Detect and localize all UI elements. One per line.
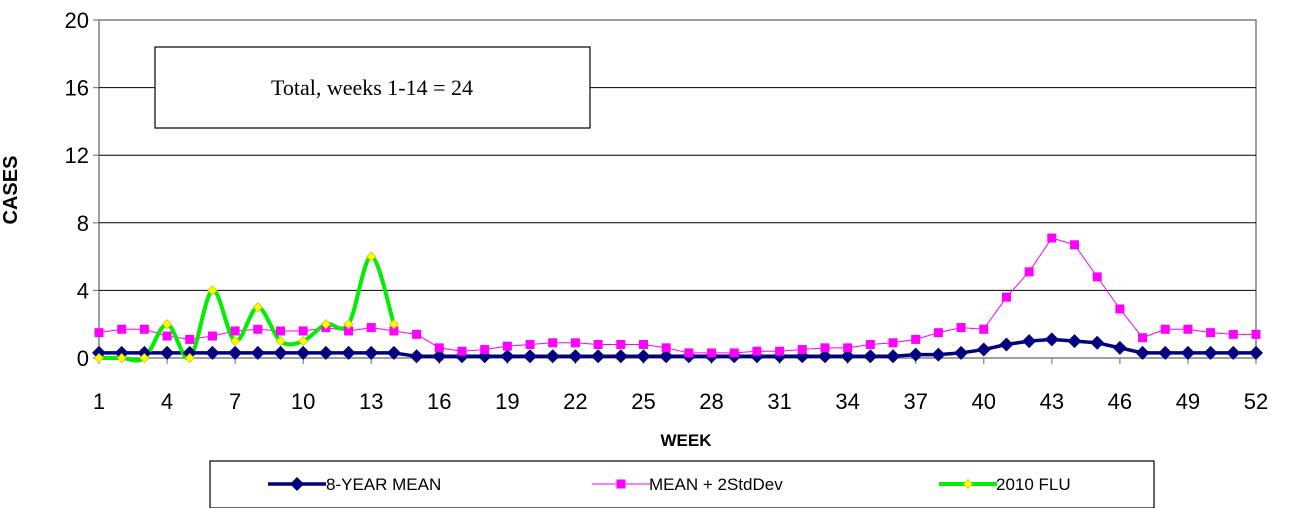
data-point [979, 325, 988, 334]
data-point [1161, 325, 1170, 334]
x-tick-label: 1 [93, 389, 105, 414]
data-point [480, 345, 489, 354]
y-tick-label: 12 [65, 143, 89, 168]
annotation-text: Total, weeks 1-14 = 24 [271, 75, 473, 100]
data-point [866, 340, 875, 349]
data-point [616, 340, 625, 349]
x-tick-label: 34 [835, 389, 859, 414]
data-point [1229, 330, 1238, 339]
data-point [503, 342, 512, 351]
data-point [684, 348, 693, 357]
data-point [548, 338, 557, 347]
data-point [775, 347, 784, 356]
data-point [208, 332, 217, 341]
y-tick-label: 0 [77, 346, 89, 371]
data-point [253, 325, 262, 334]
data-point [1206, 328, 1215, 337]
legend-label: 8-YEAR MEAN [326, 475, 441, 494]
x-tick-label: 13 [359, 389, 383, 414]
data-point [752, 347, 761, 356]
data-point [571, 338, 580, 347]
x-tick-label: 16 [427, 389, 451, 414]
data-point [820, 343, 829, 352]
x-tick-label: 49 [1176, 389, 1200, 414]
data-point [1070, 240, 1079, 249]
data-point [526, 340, 535, 349]
x-axis-ticks: 1 4 7 10 13 16 19 22 25 28 31 34 37 40 43 46 49 52 [93, 358, 1268, 414]
data-point [934, 328, 943, 337]
y-tick-label: 8 [77, 211, 89, 236]
legend-label: MEAN + 2StdDev [649, 475, 783, 494]
data-point [299, 326, 308, 335]
data-point [798, 345, 807, 354]
data-point [1025, 267, 1034, 276]
x-tick-label: 28 [699, 389, 723, 414]
x-tick-label: 40 [972, 389, 996, 414]
y-tick-label: 4 [77, 278, 89, 303]
data-point [594, 340, 603, 349]
data-point [730, 348, 739, 357]
data-point [889, 338, 898, 347]
data-point [911, 335, 920, 344]
y-tick-label: 20 [65, 8, 89, 33]
data-point [95, 328, 104, 337]
data-point [1138, 333, 1147, 342]
y-axis-title: CASES [0, 156, 22, 225]
data-point [707, 348, 716, 357]
annotation-box: Total, weeks 1-14 = 24 [155, 47, 590, 128]
data-point [1002, 293, 1011, 302]
legend-label: 2010 FLU [996, 475, 1071, 494]
data-point [276, 326, 285, 335]
x-tick-label: 37 [903, 389, 927, 414]
x-tick-label: 7 [229, 389, 241, 414]
y-tick-label: 16 [65, 76, 89, 101]
data-point [163, 332, 172, 341]
data-point [117, 325, 126, 334]
data-point [140, 325, 149, 334]
x-tick-label: 43 [1040, 389, 1064, 414]
data-point [1093, 272, 1102, 281]
x-tick-label: 22 [563, 389, 587, 414]
legend-swatch-marker [617, 480, 626, 489]
data-point [367, 323, 376, 332]
x-tick-label: 19 [495, 389, 519, 414]
data-point [457, 347, 466, 356]
legend: 8-YEAR MEAN MEAN + 2StdDev 2010 FLU [210, 461, 1154, 508]
data-point [1252, 330, 1261, 339]
data-point [231, 326, 240, 335]
x-axis-title: WEEK [661, 431, 713, 450]
data-point [185, 335, 194, 344]
x-tick-label: 4 [161, 389, 173, 414]
y-axis-ticks: 0 4 8 12 16 20 [65, 8, 99, 371]
data-point [662, 343, 671, 352]
data-point [1047, 234, 1056, 243]
x-tick-label: 10 [291, 389, 315, 414]
x-tick-label: 46 [1108, 389, 1132, 414]
data-point [1115, 304, 1124, 313]
x-tick-label: 52 [1244, 389, 1268, 414]
data-point [843, 343, 852, 352]
data-point [412, 330, 421, 339]
data-point [639, 340, 648, 349]
data-point [1183, 325, 1192, 334]
data-point [435, 343, 444, 352]
x-tick-label: 31 [767, 389, 791, 414]
x-tick-label: 25 [631, 389, 655, 414]
data-point [957, 323, 966, 332]
